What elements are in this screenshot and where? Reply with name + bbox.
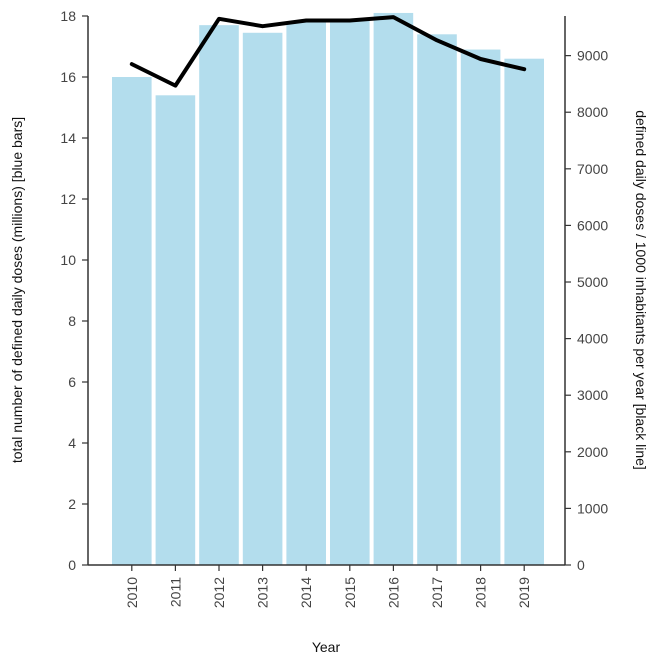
right-tick-label-7000: 7000 bbox=[577, 161, 608, 177]
bar-2011 bbox=[155, 95, 196, 566]
bar-2018 bbox=[460, 49, 501, 566]
left-tick-label-2: 2 bbox=[68, 496, 76, 512]
x-tick-label-2018: 2018 bbox=[473, 577, 489, 608]
left-tick-label-10: 10 bbox=[60, 252, 76, 268]
left-tick-label-4: 4 bbox=[68, 435, 76, 451]
x-tick-label-2019: 2019 bbox=[516, 577, 532, 608]
left-y-axis-title: total number of defined daily doses (mil… bbox=[9, 117, 25, 463]
x-axis-title: Year bbox=[312, 639, 341, 655]
x-tick-label-2010: 2010 bbox=[124, 577, 140, 608]
right-tick-label-8000: 8000 bbox=[577, 104, 608, 120]
x-axis-ticks: 2010 2011 2012 2013 2014 2015 2016 2017 2018 2019 bbox=[124, 565, 532, 608]
right-tick-label-0: 0 bbox=[577, 557, 585, 573]
left-tick-label-18: 18 bbox=[60, 8, 76, 24]
left-tick-label-8: 8 bbox=[68, 313, 76, 329]
series-line bbox=[129, 15, 527, 88]
bar-2016 bbox=[373, 12, 414, 565]
x-tick-label-2016: 2016 bbox=[385, 577, 401, 608]
bar-2012 bbox=[199, 25, 239, 565]
right-tick-label-5000: 5000 bbox=[577, 274, 608, 290]
right-y-axis-ticks: 0 1000 2000 3000 4000 5000 6000 7000 8000 9000 bbox=[565, 48, 608, 573]
bar-2013 bbox=[242, 32, 283, 565]
right-tick-label-4000: 4000 bbox=[577, 331, 608, 347]
x-tick-label-2015: 2015 bbox=[342, 577, 358, 608]
bar-2015 bbox=[330, 19, 370, 566]
left-tick-label-6: 6 bbox=[68, 374, 76, 390]
right-y-axis-title: defined daily doses / 1000 inhabitants p… bbox=[633, 110, 649, 470]
left-tick-label-12: 12 bbox=[60, 191, 76, 207]
right-tick-label-1000: 1000 bbox=[577, 500, 608, 516]
x-tick-label-2014: 2014 bbox=[298, 577, 314, 608]
right-tick-label-2000: 2000 bbox=[577, 444, 608, 460]
right-tick-label-6000: 6000 bbox=[577, 217, 608, 233]
bar-2019 bbox=[504, 58, 544, 565]
bar-2017 bbox=[417, 34, 457, 566]
left-y-axis-ticks: 0 2 4 6 8 10 12 14 16 18 bbox=[60, 8, 88, 573]
bar-series bbox=[112, 12, 544, 566]
left-tick-label-16: 16 bbox=[60, 69, 76, 85]
left-tick-label-0: 0 bbox=[68, 557, 76, 573]
x-tick-label-2011: 2011 bbox=[167, 577, 183, 607]
bar-2010 bbox=[112, 77, 152, 565]
x-tick-label-2017: 2017 bbox=[429, 577, 445, 608]
bar-2014 bbox=[286, 22, 326, 566]
left-tick-label-14: 14 bbox=[60, 130, 76, 146]
right-tick-label-3000: 3000 bbox=[577, 387, 608, 403]
right-tick-label-9000: 9000 bbox=[577, 48, 608, 64]
line-series bbox=[129, 15, 527, 88]
x-tick-label-2012: 2012 bbox=[211, 577, 227, 608]
x-tick-label-2013: 2013 bbox=[255, 577, 271, 608]
